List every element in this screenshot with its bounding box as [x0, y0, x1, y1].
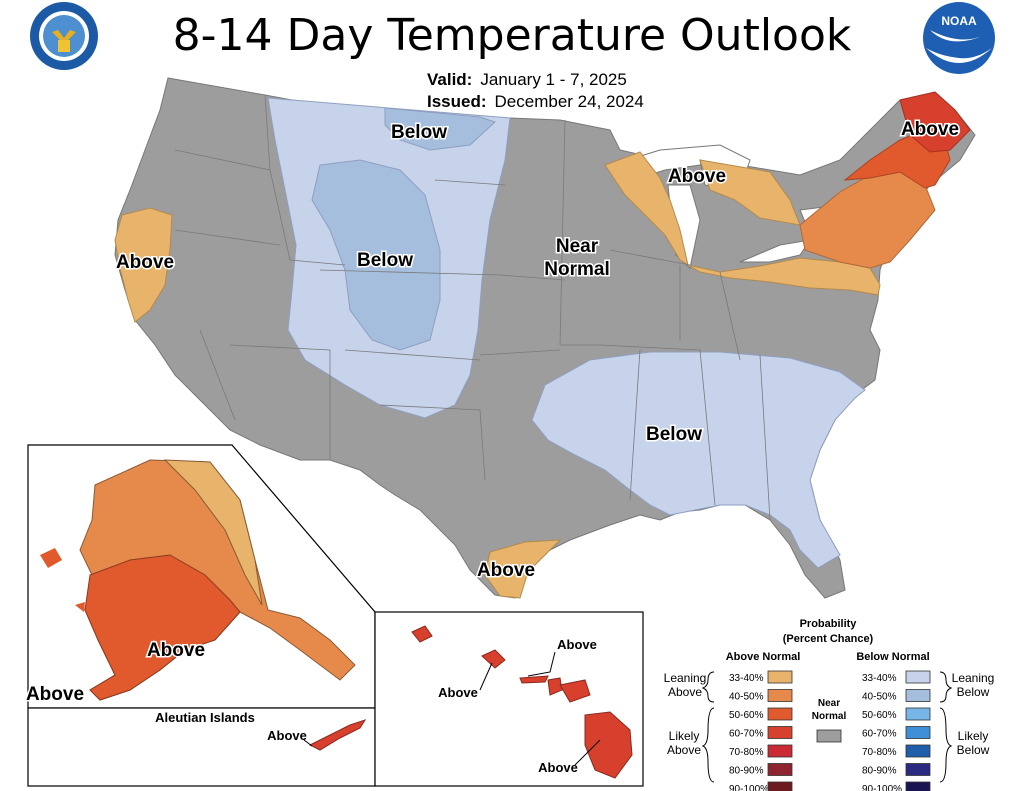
- label-aleutian-above: Above: [267, 728, 307, 743]
- legend-above-swatch: [767, 689, 793, 702]
- legend-title-2: (Percent Chance): [783, 633, 874, 645]
- label-above-maine: Above: [901, 119, 959, 140]
- aleutian-inset: Aleutian Islands Above: [27, 707, 376, 787]
- legend-above-swatch: [767, 781, 793, 791]
- label-near-normal-2: Normal: [544, 259, 609, 280]
- label-above-texas: Above: [477, 560, 535, 581]
- legend-below-swatch: [905, 689, 931, 702]
- label-above-west: Above: [116, 252, 174, 273]
- legend-above-range: 50-60%: [729, 710, 764, 721]
- legend-leaning-below-2: Below: [957, 685, 990, 699]
- legend-leaning-above-2: Above: [668, 685, 702, 699]
- valid-label: Valid:: [427, 70, 473, 89]
- label-hawaii-above-1: Above: [557, 637, 597, 652]
- alaska-inset: Above Above: [24, 444, 376, 709]
- region-above-maine: [899, 91, 971, 153]
- legend-near-1: Near: [818, 698, 840, 709]
- legend-above-range: 70-80%: [729, 747, 764, 758]
- legend-below-swatch: [905, 781, 931, 791]
- label-near-normal-1: Near: [556, 236, 599, 257]
- issued-value: December 24, 2024: [494, 92, 644, 111]
- region-above-greatlakes: [604, 151, 881, 296]
- label-alaska-above-1: Above: [147, 640, 205, 661]
- legend-above-swatch: [767, 670, 793, 684]
- legend-near-swatch: [816, 729, 842, 743]
- legend-above-swatch: [767, 726, 793, 739]
- legend-above-range: 80-90%: [729, 766, 764, 777]
- region-above-west: [114, 207, 173, 323]
- valid-line: Valid: January 1 - 7, 2025: [427, 70, 627, 90]
- legend-above-swatch: [767, 744, 793, 758]
- issued-label: Issued:: [427, 92, 487, 111]
- legend-below-swatch: [905, 726, 931, 739]
- legend-below-range: 80-90%: [862, 766, 897, 777]
- legend-likely-above-1: Likely: [669, 729, 700, 743]
- legend-below-header: Below Normal: [856, 651, 929, 663]
- legend-likely-below-1: Likely: [958, 729, 989, 743]
- commerce-seal-icon: [30, 2, 98, 70]
- state-lines: [174, 94, 771, 521]
- label-alaska-above-2: Above: [26, 684, 84, 705]
- legend-below-range: 33-40%: [862, 673, 897, 684]
- legend-likely-above-2: Above: [667, 743, 701, 757]
- legend-below-range: 60-70%: [862, 729, 897, 740]
- noaa-logo-icon: NOAA: [923, 2, 995, 74]
- legend-swatches: 33-40% 33-40% 40-50% 40-50% 50-60% 50-60% 60-7…: [729, 670, 931, 791]
- legend-below-swatch: [905, 744, 931, 758]
- legend-above-swatch: [767, 763, 793, 776]
- legend-below-range: 70-80%: [862, 747, 897, 758]
- label-below-rockies: Below: [357, 250, 413, 271]
- legend-below-swatch: [905, 763, 931, 776]
- legend: Probability (Percent Chance) Above Norma…: [664, 618, 995, 791]
- label-hawaii-above-2: Above: [438, 685, 478, 700]
- legend-below-range: 90-100%: [862, 784, 902, 791]
- label-below-north: Below: [391, 122, 447, 143]
- region-below-north-core: [384, 107, 496, 151]
- legend-title-1: Probability: [800, 618, 858, 630]
- legend-below-range: 50-60%: [862, 710, 897, 721]
- label-hawaii-above-3: Above: [538, 760, 578, 775]
- label-below-southeast: Below: [646, 424, 702, 445]
- legend-leaning-below-1: Leaning: [952, 671, 995, 685]
- legend-leaning-above-1: Leaning: [664, 671, 707, 685]
- legend-above-header: Above Normal: [726, 651, 801, 663]
- legend-below-swatch: [905, 670, 931, 684]
- legend-likely-below-2: Below: [957, 743, 990, 757]
- legend-near-2: Normal: [812, 711, 847, 722]
- legend-above-swatch: [767, 707, 793, 721]
- legend-above-range: 33-40%: [729, 673, 764, 684]
- hawaii-inset: Above Above Above: [374, 611, 644, 787]
- legend-above-range: 90-100%: [729, 784, 769, 791]
- region-above-texas: [484, 539, 562, 599]
- label-above-greatlakes: Above: [668, 166, 726, 187]
- noaa-logo-text: NOAA: [941, 14, 977, 28]
- legend-below-swatch: [905, 707, 931, 721]
- legend-above-range: 40-50%: [729, 692, 764, 703]
- region-below-southeast: [531, 351, 866, 569]
- label-aleutian-title: Aleutian Islands: [155, 710, 255, 725]
- legend-above-range: 60-70%: [729, 729, 764, 740]
- legend-below-range: 40-50%: [862, 692, 897, 703]
- region-below-rockies: [311, 159, 441, 351]
- page-title: 8-14 Day Temperature Outlook: [172, 10, 852, 61]
- issued-line: Issued: December 24, 2024: [427, 92, 644, 112]
- valid-value: January 1 - 7, 2025: [480, 70, 627, 89]
